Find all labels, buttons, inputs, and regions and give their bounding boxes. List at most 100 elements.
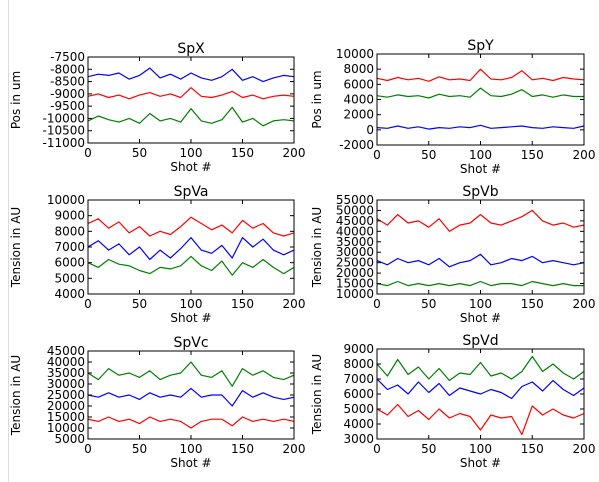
chart-title: SpVa xyxy=(174,184,209,200)
x-tick-label: 50 xyxy=(421,297,436,311)
y-tick-label: 8000 xyxy=(343,62,374,76)
x-axis-label: Shot # xyxy=(170,456,211,470)
x-axis-label: Shot # xyxy=(170,311,211,325)
y-axis-label: Tension in AU xyxy=(310,207,324,288)
x-tick-label: 200 xyxy=(283,146,306,160)
y-tick-label: 25000 xyxy=(47,388,85,402)
y-tick-label: -9000 xyxy=(50,87,85,101)
x-tick-label: 200 xyxy=(283,297,306,311)
x-tick-label: 50 xyxy=(421,148,436,162)
x-tick-label: 100 xyxy=(469,297,492,311)
y-tick-label: -10000 xyxy=(42,111,85,125)
x-axis-label: Shot # xyxy=(460,456,501,470)
y-tick-label: 35000 xyxy=(336,235,374,249)
chart-title: SpX xyxy=(177,41,205,57)
series-line-2 xyxy=(88,237,294,261)
x-axis-label: Shot # xyxy=(460,311,501,325)
series-group xyxy=(88,216,294,276)
series-group xyxy=(377,355,584,436)
y-tick-label: 6000 xyxy=(343,387,374,401)
chart-6: 0 50 100 150 200 3000400050006000700080009000… xyxy=(310,333,595,470)
y-axis-label: Tension in AU xyxy=(9,355,23,436)
series-group xyxy=(377,209,584,287)
x-tick-label: 100 xyxy=(469,442,492,456)
y-tick-label: 30000 xyxy=(47,377,85,391)
series-line-3 xyxy=(88,255,294,276)
x-tick-label: 150 xyxy=(231,297,254,311)
y-tick-label: 6000 xyxy=(54,256,85,270)
x-tick-label: 100 xyxy=(180,442,203,456)
y-tick-label: 6000 xyxy=(343,77,374,91)
y-tick-label: 55000 xyxy=(336,193,374,207)
y-tick-label: -7500 xyxy=(50,50,85,64)
x-tick-label: 0 xyxy=(84,146,92,160)
x-tick-label: 100 xyxy=(180,146,203,160)
x-tick-label: 0 xyxy=(84,297,92,311)
y-tick-label: 3000 xyxy=(343,432,374,446)
y-tick-label: -8000 xyxy=(50,62,85,76)
y-tick-label: 8000 xyxy=(54,224,85,238)
y-tick-label: 25000 xyxy=(336,256,374,270)
y-tick-label: 9000 xyxy=(343,342,374,356)
y-axis-label: Tension in AU xyxy=(9,207,23,288)
y-tick-label: -10500 xyxy=(42,124,85,138)
axes-frame xyxy=(87,199,295,295)
y-tick-label: 50000 xyxy=(336,203,374,217)
axes-frame xyxy=(87,350,295,440)
y-tick-label: 4000 xyxy=(343,93,374,107)
series-line-2 xyxy=(377,378,584,400)
x-tick-label: 0 xyxy=(373,442,381,456)
x-tick-label: 200 xyxy=(573,297,596,311)
x-tick-label: 50 xyxy=(421,442,436,456)
y-tick-label: 30000 xyxy=(336,245,374,259)
chart-1: 0 50 100 150 200 -11000-10500-10000-9500-9000… xyxy=(9,41,305,174)
chart-title: SpVd xyxy=(462,333,498,349)
y-tick-label: 5000 xyxy=(54,432,85,446)
x-tick-label: 150 xyxy=(521,442,544,456)
axes-frame xyxy=(87,56,295,144)
series-line-2 xyxy=(88,387,294,407)
y-tick-label: 7000 xyxy=(343,372,374,386)
y-tick-label: 9000 xyxy=(54,209,85,223)
x-tick-label: 150 xyxy=(231,442,254,456)
series-group xyxy=(88,361,294,429)
chart-5: 0 50 100 150 200 5000100001500020000250003000… xyxy=(9,335,305,470)
series-line-1 xyxy=(377,68,584,82)
y-tick-label: 35000 xyxy=(47,366,85,380)
chart-title: SpY xyxy=(467,38,494,54)
x-axis-label: Shot # xyxy=(170,160,211,174)
series-group xyxy=(88,67,294,127)
y-tick-label: 5000 xyxy=(54,271,85,285)
y-tick-label: 40000 xyxy=(47,355,85,369)
series-line-1 xyxy=(88,67,294,83)
y-tick-label: -8500 xyxy=(50,75,85,89)
x-tick-label: 150 xyxy=(231,146,254,160)
page-edge-divider xyxy=(8,0,9,482)
series-line-1 xyxy=(377,209,584,232)
y-tick-label: 0 xyxy=(366,123,374,137)
chart-title: SpVc xyxy=(173,335,208,351)
series-line-3 xyxy=(377,280,584,287)
y-tick-label: 10000 xyxy=(336,47,374,61)
y-tick-label: 8000 xyxy=(343,357,374,371)
x-tick-label: 200 xyxy=(573,148,596,162)
axes-frame xyxy=(376,53,585,146)
chart-4: 0 50 100 150 200 1000015000200002500030000350… xyxy=(310,184,595,325)
series-line-3 xyxy=(377,403,584,436)
x-tick-label: 50 xyxy=(132,442,147,456)
y-axis-label: Pos in um xyxy=(9,71,23,129)
x-tick-label: 200 xyxy=(573,442,596,456)
x-axis-label: Shot # xyxy=(460,162,501,176)
y-axis-label: Pos in um xyxy=(310,70,324,128)
y-tick-label: 10000 xyxy=(47,421,85,435)
x-tick-label: 150 xyxy=(521,148,544,162)
y-tick-label: -11000 xyxy=(42,136,85,150)
y-tick-label: 5000 xyxy=(343,402,374,416)
x-tick-label: 0 xyxy=(84,442,92,456)
series-line-1 xyxy=(88,216,294,237)
y-tick-label: 20000 xyxy=(47,399,85,413)
y-tick-label: 45000 xyxy=(47,344,85,358)
x-tick-label: 100 xyxy=(469,148,492,162)
